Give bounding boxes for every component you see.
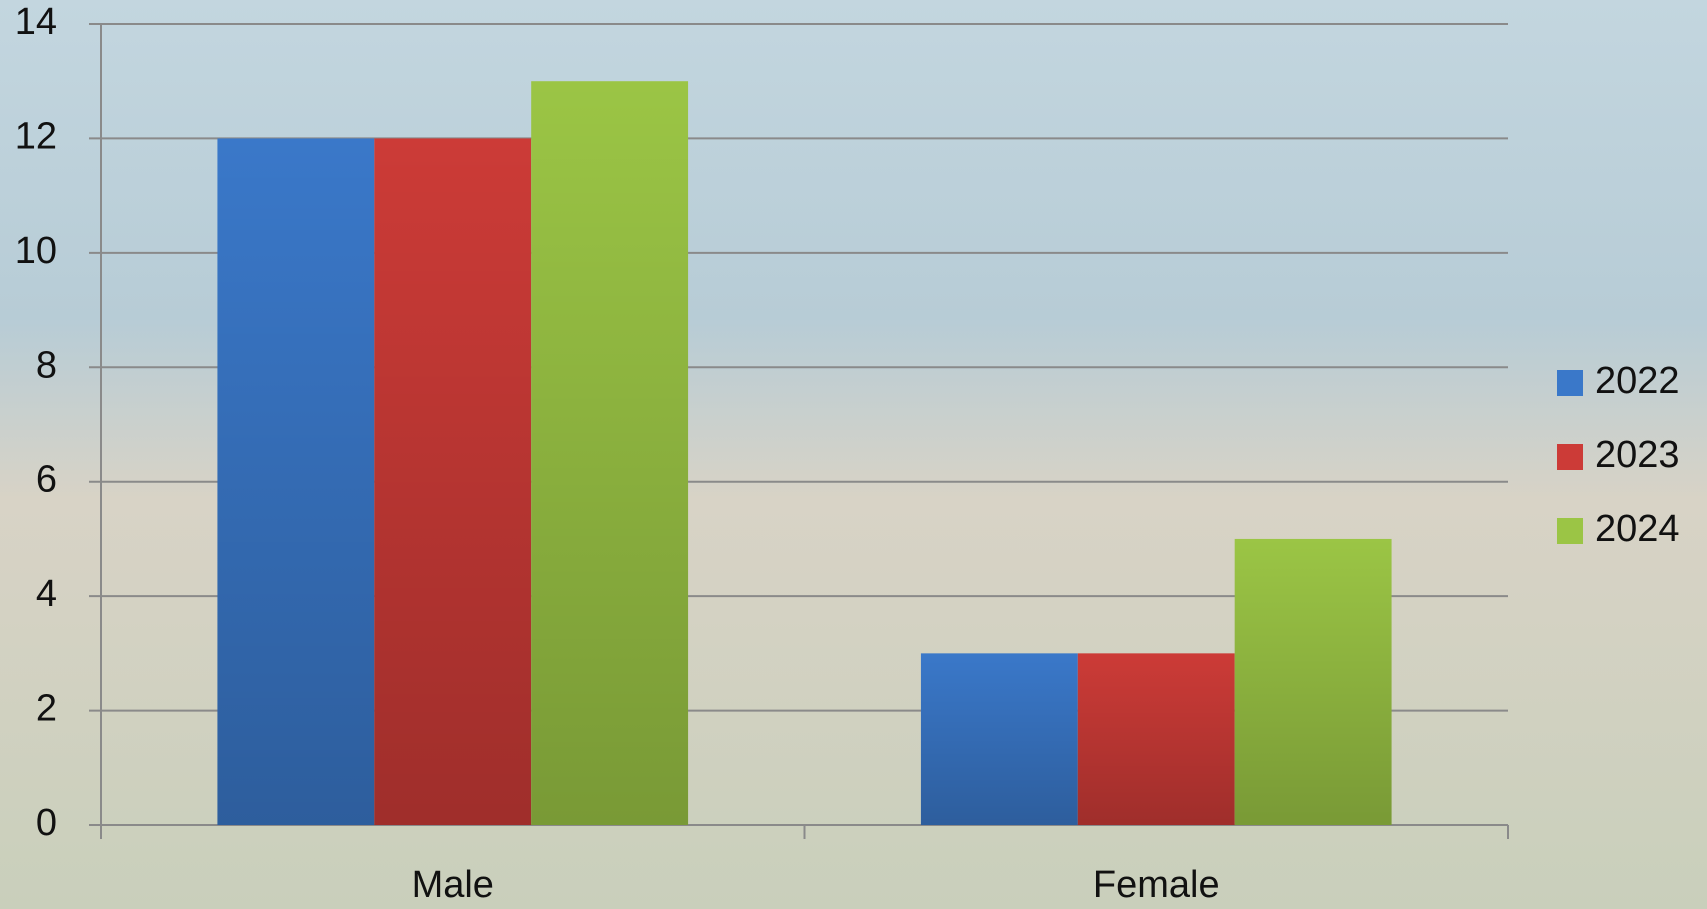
y-tick-label: 4 (36, 573, 57, 615)
y-tick-label: 14 (15, 1, 57, 43)
legend-label: 2022 (1595, 360, 1680, 402)
legend-swatch (1557, 370, 1583, 396)
y-tick-label: 10 (15, 230, 57, 272)
bar-shade (920, 653, 1078, 825)
bar-shade (217, 138, 375, 825)
bar-shade (374, 138, 532, 825)
y-tick-label: 12 (15, 115, 57, 157)
y-tick-label: 8 (36, 344, 57, 386)
bar-shade (531, 81, 689, 825)
legend-swatch (1557, 518, 1583, 544)
y-tick-label: 0 (36, 802, 57, 844)
y-tick-label: 6 (36, 459, 57, 501)
bar-shade (1234, 538, 1392, 825)
x-tick-label: Male (412, 864, 494, 906)
x-tick-label: Female (1093, 864, 1220, 906)
legend-label: 2024 (1595, 508, 1680, 550)
legend-label: 2023 (1595, 434, 1680, 476)
y-tick-label: 2 (36, 688, 57, 730)
bar-shade (1077, 653, 1235, 825)
legend-swatch (1557, 444, 1583, 470)
